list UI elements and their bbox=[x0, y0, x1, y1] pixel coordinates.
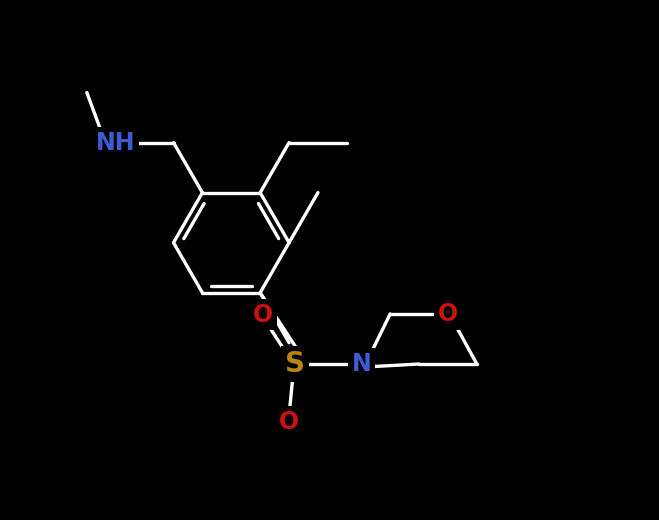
Text: O: O bbox=[253, 303, 273, 327]
Text: O: O bbox=[279, 410, 299, 434]
Text: NH: NH bbox=[96, 131, 136, 154]
Text: S: S bbox=[285, 350, 305, 378]
Text: N: N bbox=[351, 352, 371, 376]
Text: O: O bbox=[438, 302, 458, 326]
